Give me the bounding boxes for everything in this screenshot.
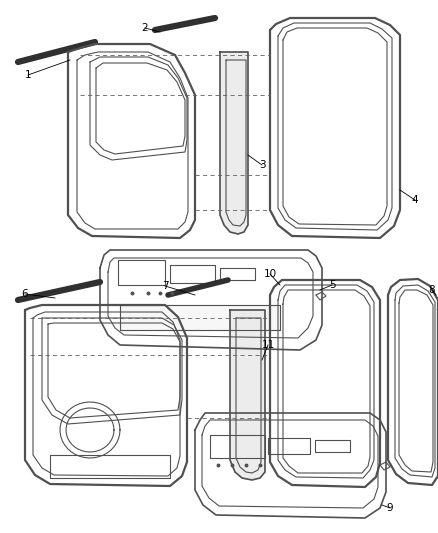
Text: 7: 7: [162, 281, 168, 291]
Text: 9: 9: [387, 503, 393, 513]
Text: 2: 2: [141, 23, 148, 33]
Text: 1: 1: [25, 70, 31, 80]
Text: 3: 3: [259, 160, 265, 170]
Polygon shape: [220, 52, 248, 234]
Text: 4: 4: [412, 195, 418, 205]
Polygon shape: [230, 310, 265, 480]
Polygon shape: [120, 305, 280, 330]
Text: 6: 6: [22, 289, 28, 299]
Text: 5: 5: [328, 280, 336, 290]
Text: 10: 10: [263, 269, 276, 279]
Text: 11: 11: [261, 340, 275, 350]
Text: 8: 8: [429, 285, 435, 295]
